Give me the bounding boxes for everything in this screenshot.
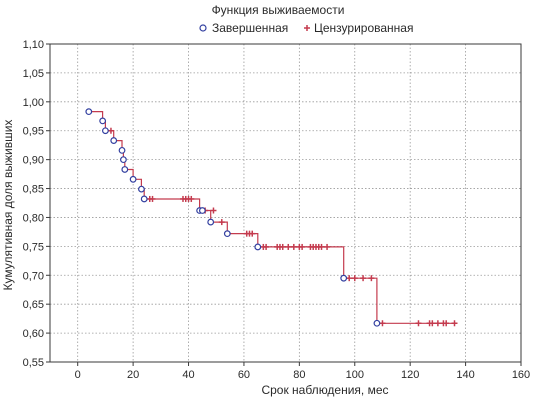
censored-point [443, 320, 450, 327]
x-tick-label: 0 [75, 369, 81, 381]
x-tick-label: 80 [293, 369, 305, 381]
y-tick-label: 0,80 [23, 212, 44, 224]
y-tick-label: 0,90 [23, 155, 44, 167]
y-tick-label: 0,75 [23, 241, 44, 253]
x-tick-label: 20 [127, 369, 139, 381]
censored-point [285, 243, 292, 250]
x-tick-label: 40 [182, 369, 194, 381]
completed-point [99, 117, 107, 125]
censored-point [263, 243, 270, 250]
y-tick-label: 0,60 [23, 328, 44, 340]
completed-point [110, 137, 118, 144]
censored-point [379, 320, 386, 327]
plot-frame [49, 43, 522, 363]
x-tick-label: 120 [401, 369, 419, 381]
y-tick-label: 0,55 [23, 357, 44, 369]
y-tick-label: 1,00 [23, 97, 44, 109]
completed-point [140, 195, 148, 203]
completed-point [340, 274, 348, 282]
x-tick-label: 160 [512, 369, 530, 381]
censored-point [299, 243, 306, 250]
legend: Завершенная Цензурированная [199, 21, 413, 35]
y-axis-label: Кумулятивная доля выживших [1, 120, 15, 291]
censored-point [451, 320, 458, 327]
completed-point [120, 156, 127, 164]
chart-title: Функция выживаемости [212, 3, 345, 17]
censored-point [346, 275, 353, 282]
censored-point [290, 243, 297, 250]
censored-point [368, 275, 375, 282]
completed-point [254, 243, 262, 251]
completed-point [129, 175, 137, 183]
legend-censored-marker [304, 25, 310, 31]
y-tick-label: 0,70 [23, 270, 44, 282]
censored-point [415, 320, 422, 327]
completed-point [118, 146, 126, 154]
censored-point [149, 195, 156, 202]
censored-point [188, 195, 195, 202]
y-tick-label: 0,85 [23, 184, 44, 196]
censored-point [279, 243, 286, 250]
completed-point [207, 218, 215, 226]
axis-ticks: 0 20 40 60 80 100 120 140 160 0,55 0,60 0,65 0,70 0,7… [23, 39, 531, 381]
censored-point [218, 219, 225, 226]
completed-point [138, 185, 145, 193]
x-tick-label: 140 [456, 369, 474, 381]
x-tick-label: 100 [346, 369, 364, 381]
censored-point [429, 320, 436, 327]
legend-completed-marker [199, 24, 207, 32]
y-tick-label: 0,65 [23, 299, 44, 311]
censored-point [107, 127, 114, 134]
x-tick-label: 60 [238, 369, 250, 381]
legend-completed-label: Завершенная [212, 21, 288, 35]
completed-point [121, 166, 129, 173]
completed-point [102, 127, 109, 135]
legend-censored-label: Цензурированная [314, 21, 413, 35]
markers [85, 108, 458, 327]
censored-point [351, 275, 358, 282]
completed-point [373, 319, 381, 327]
censored-point [249, 230, 256, 237]
y-tick-label: 1,10 [23, 39, 44, 51]
censored-point [324, 243, 331, 250]
x-axis-label: Срок наблюдения, мес [261, 383, 388, 397]
completed-point [223, 230, 231, 238]
censored-point [360, 275, 367, 282]
completed-point [198, 207, 206, 214]
y-tick-label: 1,05 [23, 68, 44, 80]
y-tick-label: 0,95 [23, 126, 44, 138]
censored-point [434, 320, 441, 327]
grid [50, 44, 521, 362]
censored-point [318, 243, 325, 250]
completed-point [85, 108, 93, 116]
censored-point [210, 207, 217, 214]
